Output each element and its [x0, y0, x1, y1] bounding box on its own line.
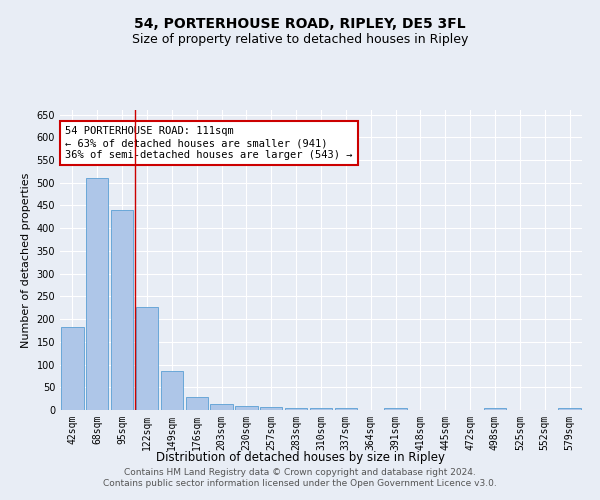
- Bar: [235, 406, 257, 410]
- Bar: [385, 408, 407, 410]
- Bar: [61, 328, 83, 410]
- Text: 54, PORTERHOUSE ROAD, RIPLEY, DE5 3FL: 54, PORTERHOUSE ROAD, RIPLEY, DE5 3FL: [134, 18, 466, 32]
- Text: Contains HM Land Registry data © Crown copyright and database right 2024.
Contai: Contains HM Land Registry data © Crown c…: [103, 468, 497, 487]
- Bar: [260, 408, 283, 410]
- Bar: [211, 404, 233, 410]
- Bar: [161, 372, 183, 410]
- Bar: [559, 408, 581, 410]
- Y-axis label: Number of detached properties: Number of detached properties: [21, 172, 31, 348]
- Bar: [111, 210, 133, 410]
- Bar: [484, 408, 506, 410]
- Bar: [136, 308, 158, 410]
- Bar: [310, 408, 332, 410]
- Text: 54 PORTERHOUSE ROAD: 111sqm
← 63% of detached houses are smaller (941)
36% of se: 54 PORTERHOUSE ROAD: 111sqm ← 63% of det…: [65, 126, 353, 160]
- Text: Size of property relative to detached houses in Ripley: Size of property relative to detached ho…: [132, 32, 468, 46]
- Bar: [335, 408, 357, 410]
- Bar: [185, 397, 208, 410]
- Text: Distribution of detached houses by size in Ripley: Distribution of detached houses by size …: [155, 451, 445, 464]
- Bar: [285, 408, 307, 410]
- Bar: [86, 178, 109, 410]
